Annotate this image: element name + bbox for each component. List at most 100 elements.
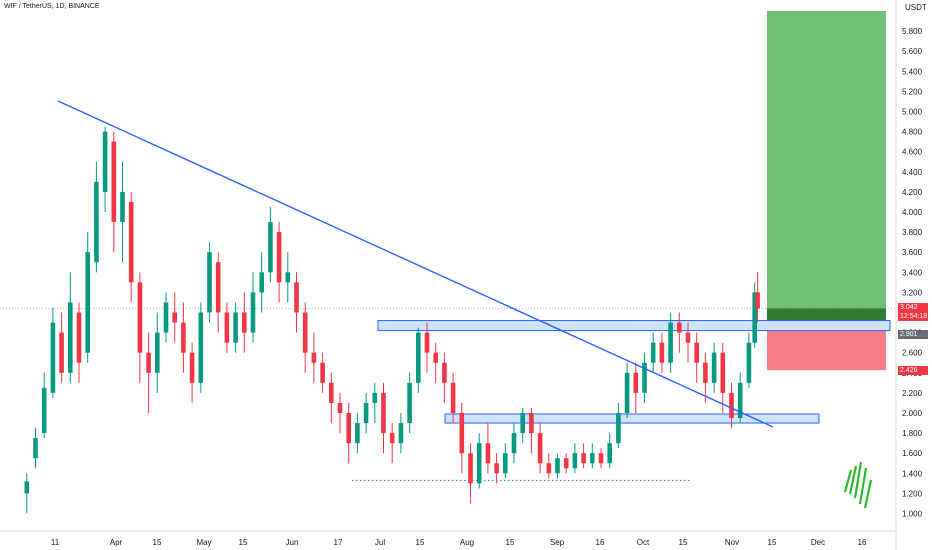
target-zone: [767, 11, 886, 323]
candle-body: [529, 413, 534, 434]
time-tick-label: Nov: [725, 538, 739, 547]
price-tick-label: 3.600: [902, 248, 923, 257]
candle-body: [685, 332, 691, 343]
price-tick-label: 3.200: [902, 288, 923, 297]
time-tick-label: Apr: [110, 538, 123, 547]
candle-body: [41, 387, 47, 434]
price-tick-label: 3.400: [902, 268, 923, 277]
candle-body: [642, 362, 647, 393]
price-tick-label: 5.200: [902, 87, 923, 96]
candle-body: [302, 312, 308, 353]
candle-body: [155, 332, 160, 373]
candle-body: [624, 372, 630, 413]
price-tick-label: 4.400: [902, 168, 923, 177]
logo-bar: [858, 467, 868, 505]
candle-body: [546, 463, 552, 474]
time-tick-label: 16: [858, 538, 867, 547]
candles: [24, 126, 760, 514]
price-tick-label: 4.200: [902, 188, 923, 197]
time-tick-label: 15: [239, 538, 248, 547]
candle-body: [737, 382, 743, 419]
entry-price-badge: 2.901: [898, 330, 928, 340]
price-tick-label: 5.400: [902, 67, 923, 76]
candle-body: [746, 342, 752, 383]
candle-body: [416, 332, 421, 383]
support-resistance-zones[interactable]: [352, 320, 891, 481]
price-tick-label: 2.000: [902, 409, 923, 418]
candle-body: [207, 252, 212, 313]
time-tick-label: Oct: [637, 538, 650, 547]
symbol-title[interactable]: WIF / TetherUS, 1D, BINANCE: [4, 3, 100, 10]
candle-body: [242, 312, 247, 333]
entry-band: [767, 308, 886, 323]
candle-body: [94, 181, 99, 263]
price-tick-label: 4.600: [902, 148, 923, 157]
position-tool[interactable]: [0, 11, 896, 371]
time-tick-label: 15: [768, 538, 777, 547]
candle-body: [76, 312, 82, 363]
price-tick-label: 4.000: [902, 208, 923, 217]
candle-body: [285, 272, 291, 283]
candle-body: [407, 382, 412, 424]
candle-body: [276, 232, 282, 283]
logo-bar: [843, 469, 853, 493]
price-tick-label: 5.000: [902, 108, 923, 117]
candle-body: [729, 392, 734, 419]
candle-body: [102, 131, 108, 192]
descending-trendline: [57, 100, 774, 428]
last-price-value: 3.042: [900, 304, 918, 312]
candle-body: [250, 292, 256, 333]
candle-body: [503, 453, 508, 474]
candle-body: [442, 362, 447, 383]
candle-body: [581, 453, 586, 464]
candle-body: [311, 352, 317, 363]
candle-body: [355, 423, 360, 444]
candle-body: [537, 433, 543, 464]
candle-body: [424, 332, 430, 353]
candle-body: [633, 372, 639, 393]
candle-body: [137, 282, 143, 353]
candle-body: [650, 342, 656, 363]
candle-body: [563, 458, 569, 469]
price-tick-label: 1.000: [902, 510, 923, 519]
time-tick-label: 15: [416, 538, 425, 547]
candle-body: [198, 312, 204, 383]
candle-body: [346, 413, 351, 444]
currency-unit[interactable]: USDT: [905, 3, 927, 12]
candle-body: [320, 362, 325, 383]
candle-body: [268, 222, 273, 273]
candle-body: [677, 322, 682, 333]
candle-body: [520, 413, 525, 434]
candle-body: [752, 292, 757, 343]
candle-body: [511, 433, 517, 454]
candle-body: [33, 438, 38, 459]
price-tick-label: 2.200: [902, 389, 923, 398]
candle-body: [215, 262, 221, 313]
stop-price-badge: 2.426: [898, 365, 928, 375]
candle-body: [590, 453, 595, 464]
candle-body: [668, 322, 673, 363]
candle-body: [433, 352, 438, 363]
candle-body: [233, 312, 238, 343]
candle-body: [363, 402, 369, 424]
time-axis[interactable]: 11 Apr 15 May 15 Jun 17 Jul 15 Aug 15 Sep 16 Oct 15 Nov…: [0, 530, 896, 547]
candle-body: [555, 458, 560, 474]
candle-body: [111, 141, 117, 223]
candle-body: [189, 352, 195, 383]
candle-body: [120, 191, 125, 223]
time-tick-label: 15: [679, 538, 688, 547]
time-tick-label: Sep: [550, 538, 565, 547]
candle-body: [181, 322, 186, 353]
candle-body: [329, 382, 334, 403]
candle-body: [128, 201, 134, 283]
candle-body: [598, 453, 604, 464]
price-axis-bg: [896, 0, 932, 550]
candle-body: [450, 382, 456, 413]
trendline[interactable]: [57, 100, 774, 428]
candle-body: [485, 443, 491, 464]
time-tick-label: Jul: [375, 538, 385, 547]
candle-body: [50, 322, 56, 393]
price-axis[interactable]: 5.800 5.600 5.400 5.200 5.000 4.800 4.600 4.400…: [895, 0, 932, 550]
